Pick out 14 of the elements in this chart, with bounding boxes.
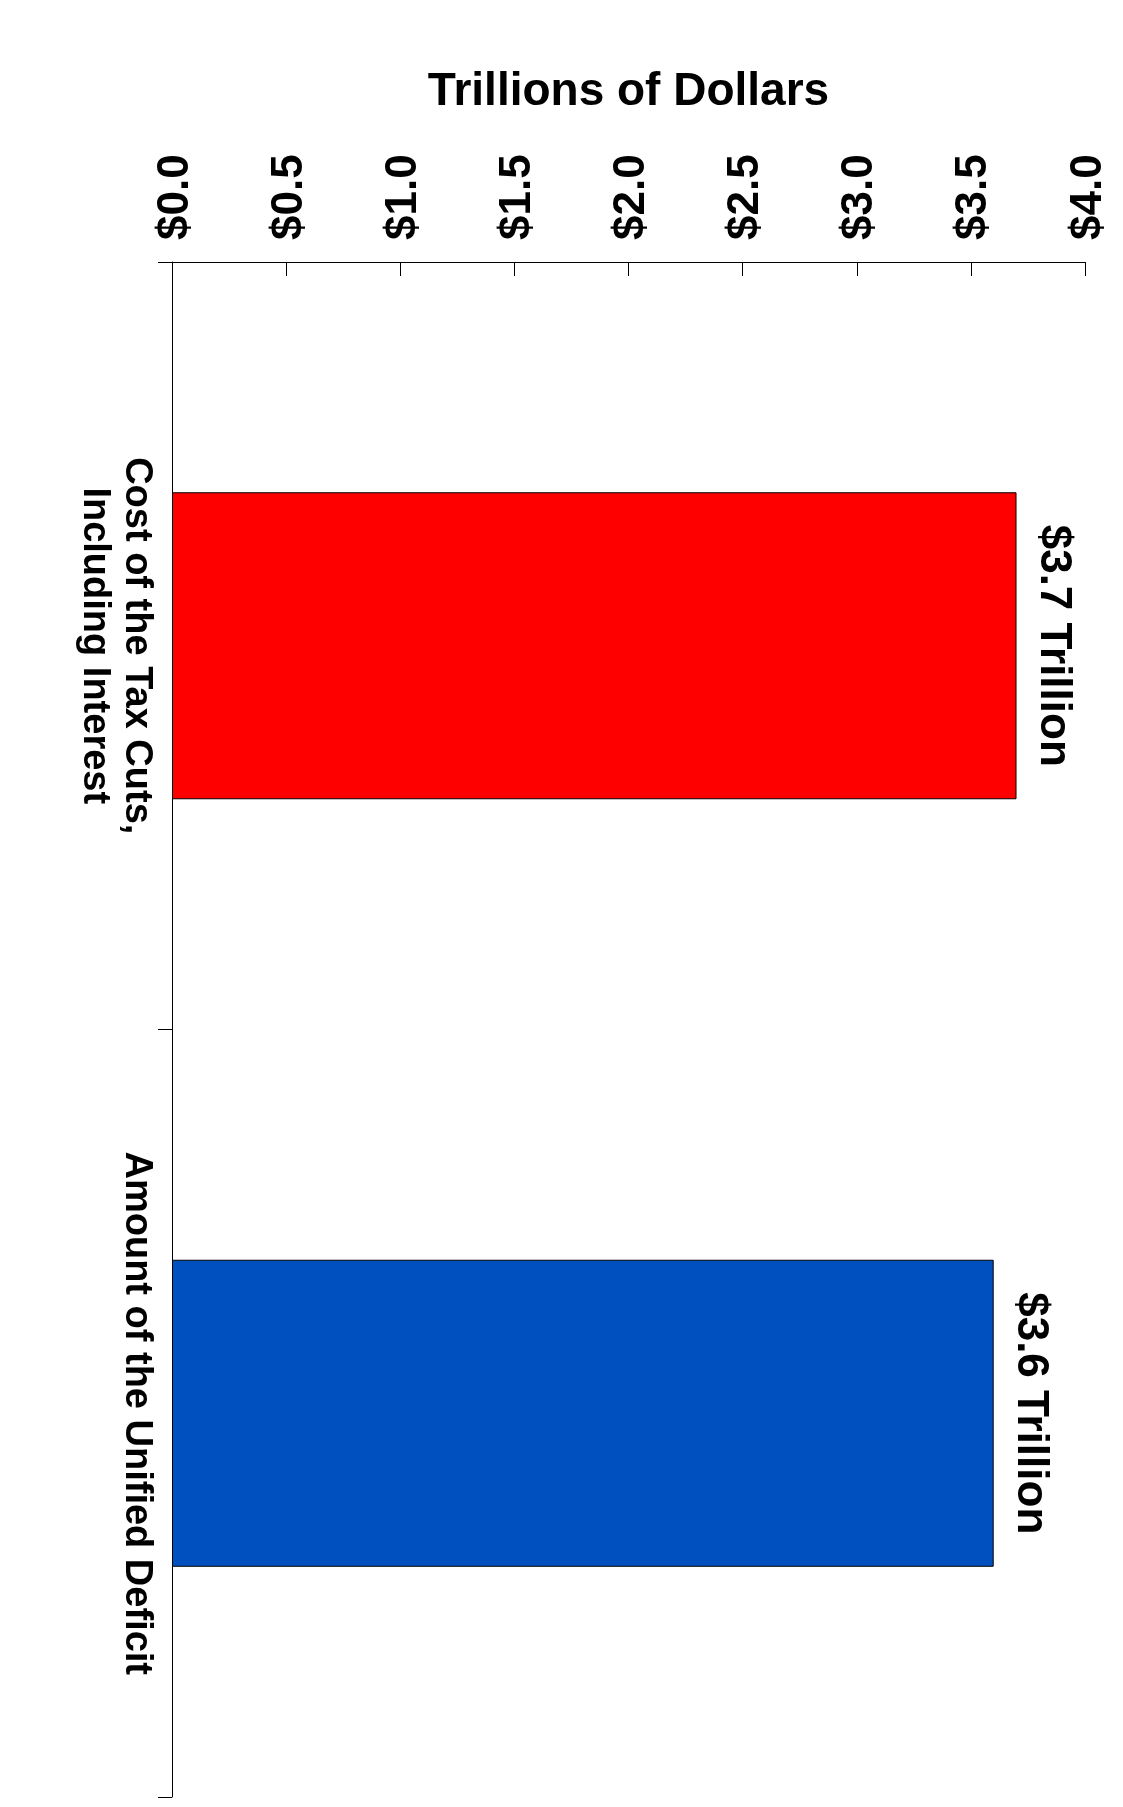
x-tick-label: $2.5 bbox=[718, 154, 768, 240]
x-tick-label: $0.5 bbox=[261, 154, 311, 240]
x-tick-label: $3.5 bbox=[946, 154, 996, 240]
data-label: $3.6 Trillion bbox=[1009, 1292, 1059, 1535]
x-tick-label: $2.0 bbox=[604, 154, 653, 240]
x-tick-label: $1.0 bbox=[375, 154, 425, 240]
x-tick-label: $3.0 bbox=[832, 154, 882, 240]
x-tick-label: $0.0 bbox=[147, 154, 197, 240]
x-tick-label: $1.5 bbox=[489, 154, 539, 240]
x-tick-label: $4.0 bbox=[1060, 154, 1110, 240]
y-tick-label: Cost of the Tax Cuts, Including Interest bbox=[76, 457, 160, 835]
y-tick-label: Amount of the Unified Deficit bbox=[118, 1151, 160, 1676]
x-axis-title: Trillions of Dollars bbox=[427, 63, 830, 115]
data-label: $3.7 Trillion bbox=[1032, 524, 1082, 767]
